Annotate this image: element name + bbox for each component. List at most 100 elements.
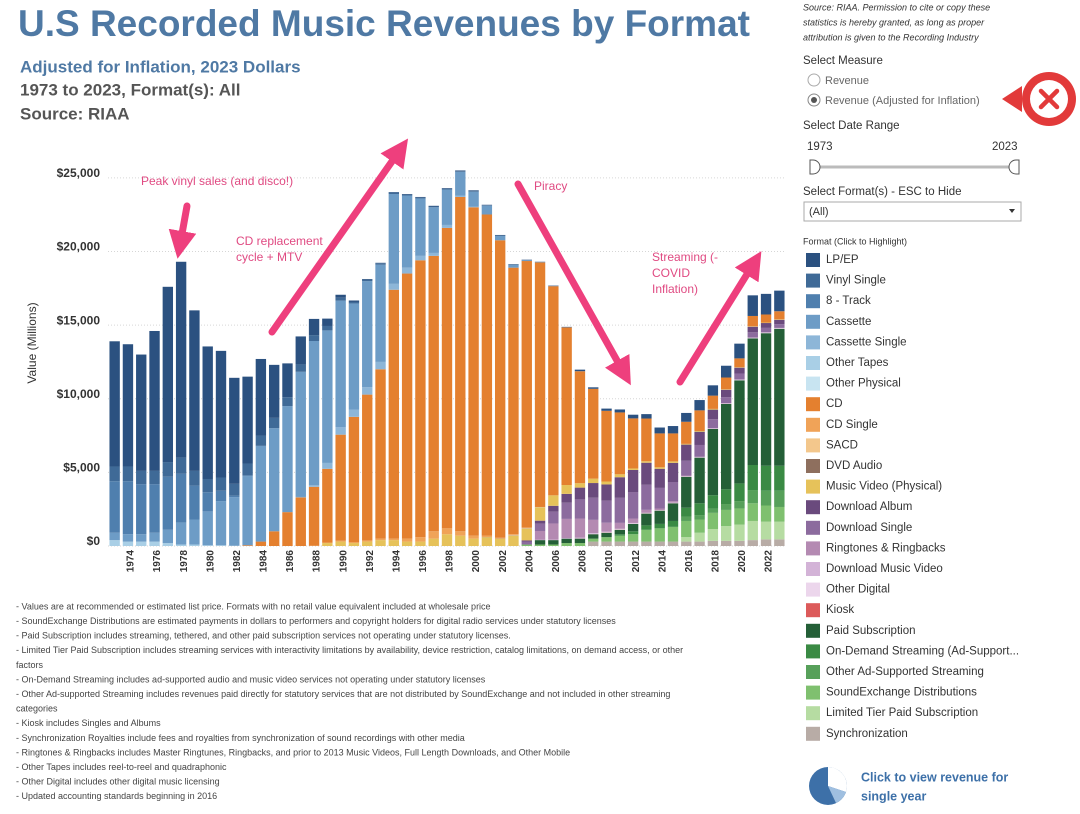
bar-segment xyxy=(335,427,346,435)
legend-swatch[interactable] xyxy=(806,335,820,350)
bar-segment xyxy=(641,541,652,546)
legend-swatch[interactable] xyxy=(806,685,820,700)
bar-segment xyxy=(521,540,532,542)
legend-swatch[interactable] xyxy=(806,376,820,391)
bar-segment xyxy=(534,523,546,531)
legend-label[interactable]: Other Digital xyxy=(826,584,890,596)
legend-swatch[interactable] xyxy=(806,644,820,659)
bar-segment xyxy=(574,487,586,500)
bar-segment xyxy=(428,531,439,539)
legend-label[interactable]: Other Tapes xyxy=(826,357,889,369)
legend-label[interactable]: On-Demand Streaming (Ad-Support... xyxy=(826,645,1019,657)
legend-label[interactable]: Download Single xyxy=(826,522,912,534)
y-tick-label: $25,000 xyxy=(57,166,101,180)
slider-handle[interactable] xyxy=(1008,159,1020,175)
bar-segment xyxy=(574,369,586,372)
legend-label[interactable]: Kiosk xyxy=(826,604,854,616)
legend-swatch[interactable] xyxy=(806,541,820,556)
bar-segment xyxy=(760,333,772,466)
legend-swatch[interactable] xyxy=(806,397,820,412)
bar-segment xyxy=(627,469,639,493)
bar-segment xyxy=(747,338,758,465)
legend-label[interactable]: LP/EP xyxy=(826,254,859,266)
bar-segment xyxy=(242,476,253,546)
legend-swatch[interactable] xyxy=(806,500,820,515)
dropdown[interactable] xyxy=(803,201,1022,222)
legend-label[interactable]: Paid Subscription xyxy=(826,625,916,637)
bar-segment xyxy=(667,501,679,503)
legend-label[interactable]: Download Music Video xyxy=(826,563,943,575)
legend-swatch[interactable] xyxy=(806,603,820,618)
legend-label[interactable]: CD xyxy=(826,398,843,410)
bar-segment xyxy=(109,481,120,533)
legend-label[interactable]: Cassette xyxy=(826,316,871,328)
link[interactable]: Click to view revenue for xyxy=(861,770,1008,784)
bar-segment xyxy=(760,332,772,334)
legend-label[interactable]: Other Ad-Supported Streaming xyxy=(826,666,984,678)
pie-icon[interactable] xyxy=(809,767,847,805)
legend-swatch[interactable] xyxy=(806,356,820,370)
legend-label[interactable]: SoundExchange Distributions xyxy=(826,687,977,699)
slider-handle[interactable] xyxy=(809,159,821,175)
legend-label[interactable]: Synchronization xyxy=(826,728,908,740)
bar-segment xyxy=(468,190,479,192)
bar-segment xyxy=(641,461,652,463)
x-tick-label: 1990 xyxy=(338,550,349,573)
bar-segment xyxy=(694,400,705,411)
legend-swatch[interactable] xyxy=(806,294,820,309)
legend-label[interactable]: CD Single xyxy=(826,419,878,431)
radio-label[interactable]: Revenue xyxy=(825,75,869,87)
legend-label[interactable]: Cassette Single xyxy=(826,336,907,348)
source-note: attribution is given to the Recording In… xyxy=(803,32,979,42)
bar-segment xyxy=(720,489,732,505)
legend-swatch[interactable] xyxy=(806,479,820,494)
bar-segment xyxy=(574,371,586,484)
radio[interactable] xyxy=(807,73,821,87)
legend-label[interactable]: Ringtones & Ringbacks xyxy=(826,542,946,554)
legend-swatch[interactable] xyxy=(806,726,820,741)
legend-swatch[interactable] xyxy=(806,314,820,329)
bar-segment xyxy=(388,283,400,290)
dropdown-value[interactable]: (All) xyxy=(809,206,829,218)
legend-swatch[interactable] xyxy=(806,623,820,638)
close-badge[interactable] xyxy=(1002,72,1076,126)
legend-swatch[interactable] xyxy=(806,582,820,597)
bar-segment xyxy=(455,170,466,172)
legend-swatch[interactable] xyxy=(806,459,820,473)
bar-segment xyxy=(441,227,453,529)
bar-segment xyxy=(641,484,652,510)
radio-label[interactable]: Revenue (Adjusted for Inflation) xyxy=(825,95,980,107)
arrow xyxy=(514,180,631,386)
legend-label[interactable]: Music Video (Physical) xyxy=(826,481,942,493)
bar-segment xyxy=(109,540,120,546)
bar-segment xyxy=(641,525,652,530)
bar-segment xyxy=(654,508,665,510)
source-note: Source: RIAA. Permission to cite or copy… xyxy=(803,2,990,12)
legend-swatch[interactable] xyxy=(806,438,820,453)
legend-swatch[interactable] xyxy=(806,417,820,432)
legend-swatch[interactable] xyxy=(806,562,820,576)
y-axis-title: Value (Millions) xyxy=(25,302,39,383)
legend-label[interactable]: DVD Audio xyxy=(826,460,882,472)
legend-label[interactable]: Vinyl Single xyxy=(826,275,886,287)
bar-segment xyxy=(455,535,466,546)
legend-label[interactable]: Other Physical xyxy=(826,378,901,390)
bar-segment xyxy=(641,529,652,542)
bar-segment xyxy=(654,467,665,469)
legend-swatch[interactable] xyxy=(806,520,820,535)
legend-swatch[interactable] xyxy=(806,665,820,679)
link[interactable]: single year xyxy=(861,789,926,803)
bar-segment xyxy=(468,535,479,539)
legend-swatch[interactable] xyxy=(806,273,820,288)
legend-swatch[interactable] xyxy=(806,253,820,267)
legend-label[interactable]: 8 - Track xyxy=(826,295,871,307)
bar-segment xyxy=(136,354,147,471)
bar-segment xyxy=(747,295,758,316)
legend-label[interactable]: SACD xyxy=(826,439,858,451)
legend-label[interactable]: Download Album xyxy=(826,501,912,513)
legend-label[interactable]: Limited Tier Paid Subscription xyxy=(826,707,978,719)
bar-segment xyxy=(494,240,506,538)
bar-segment xyxy=(601,481,612,485)
legend-swatch[interactable] xyxy=(806,706,820,721)
bar-segment xyxy=(468,207,479,536)
